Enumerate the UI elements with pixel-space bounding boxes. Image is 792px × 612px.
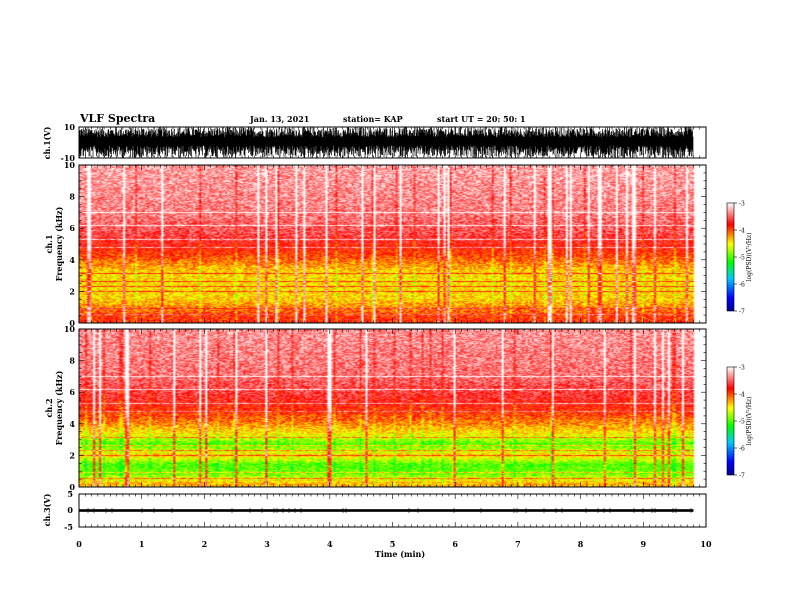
figure-station: station= KAP bbox=[343, 114, 403, 124]
panel-ch3-waveform: 5 0 -5 ch.3(V) 0 1 2 3 4 5 6 7 8 9 10 Time (min) bbox=[42, 489, 712, 559]
ch3-waveform-ticks bbox=[78, 493, 707, 528]
colorbar-ch1-gradient bbox=[726, 202, 735, 312]
time-axis-tick-label: 0 bbox=[76, 539, 82, 549]
time-axis-tick-label: 7 bbox=[515, 539, 521, 549]
ch3-waveform-ytick-top: 5 bbox=[67, 489, 73, 499]
time-axis-tick-label: 6 bbox=[452, 539, 458, 549]
ch2-spectrogram-ytick-labels: 0 2 4 6 8 10 bbox=[64, 324, 76, 492]
ch2-spectrogram-ytick-label: 10 bbox=[64, 324, 76, 334]
ch1-spectrogram-image bbox=[79, 165, 706, 323]
ch1-spectrogram-ytick-label: 8 bbox=[69, 192, 75, 202]
ch1-spectrogram-ticks bbox=[78, 164, 707, 324]
ch2-spectrogram-ytick-label: 2 bbox=[69, 450, 75, 460]
ch1-waveform-ticks bbox=[78, 127, 707, 158]
colorbar-ch1-tick-label: -3 bbox=[739, 201, 745, 208]
ch1-waveform-ytick-top: 10 bbox=[64, 122, 76, 132]
ch3-waveform-trace bbox=[79, 508, 694, 513]
ch1-spectrogram-ylabel-frequency: Frequency (kHz) bbox=[54, 206, 64, 281]
ch3-waveform-ytick-middle: 0 bbox=[67, 505, 73, 515]
colorbar-ch1-tick-label: -6 bbox=[739, 282, 745, 289]
time-axis-tick-label: 10 bbox=[700, 539, 712, 549]
ch1-spectrogram-ylabel-channel: ch.1 bbox=[44, 234, 54, 253]
time-axis-tick-label: 3 bbox=[264, 539, 270, 549]
ch2-spectrogram-ytick-label: 8 bbox=[69, 356, 75, 366]
ch1-spectrogram-ytick-label: 6 bbox=[69, 223, 75, 233]
ch3-waveform-ytick-bottom: -5 bbox=[64, 522, 73, 532]
time-axis-tick-label: 4 bbox=[327, 539, 333, 549]
colorbar-ch1: -3 -4 -5 -6 -7 log(PSD)(V²/Hz) bbox=[726, 201, 753, 316]
colorbar-ch2-label: log(PSD)(V²/Hz) bbox=[746, 397, 753, 446]
colorbar-ch2-tick-label: -4 bbox=[739, 392, 745, 399]
ch1-waveform-line bbox=[78, 127, 694, 158]
colorbar-ch2-tick-label: -5 bbox=[739, 419, 745, 426]
colorbar-ch2-ticks: -3 -4 -5 -6 -7 bbox=[734, 365, 745, 480]
colorbar-ch2-tick-label: -7 bbox=[739, 473, 745, 480]
ch3-waveform-spikes bbox=[87, 508, 692, 513]
ch2-spectrogram-image bbox=[79, 329, 706, 487]
ch2-spectrogram-ytick-label: 6 bbox=[69, 387, 75, 397]
ch3-waveform-band bbox=[79, 509, 694, 512]
time-axis-tick-label: 5 bbox=[390, 539, 396, 549]
colorbar-ch1-tick-label: -4 bbox=[739, 228, 745, 235]
ch1-spectrogram-ytick-labels: 0 2 4 6 8 10 bbox=[64, 160, 76, 328]
panel-ch1-spectrogram: 0 2 4 6 8 10 ch.1 Frequency (kHz) bbox=[44, 160, 707, 328]
ch1-waveform-trace bbox=[78, 127, 694, 158]
colorbar-ch2: -3 -4 -5 -6 -7 log(PSD)(V²/Hz) bbox=[726, 365, 753, 480]
figure-start-time: start UT = 20: 50: 1 bbox=[437, 114, 526, 124]
ch1-waveform-ylabel: ch.1(V) bbox=[42, 126, 52, 159]
time-axis-tick-label: 8 bbox=[578, 539, 584, 549]
colorbar-ch1-label: log(PSD)(V²/Hz) bbox=[746, 233, 753, 282]
colorbar-ch1-tick-label: -5 bbox=[739, 255, 745, 262]
ch1-waveform-ytick-bottom: -10 bbox=[61, 153, 76, 163]
colorbar-ch2-tick-label: -3 bbox=[739, 365, 745, 372]
colorbar-ch2-gradient bbox=[726, 366, 735, 476]
ch1-spectrogram-ytick-label: 2 bbox=[69, 286, 75, 296]
ch1-spectrogram-ytick-label: 10 bbox=[64, 160, 76, 170]
time-axis-tick-labels: 0 1 2 3 4 5 6 7 8 9 10 bbox=[76, 539, 712, 549]
ch2-spectrogram-ylabel-channel: ch.2 bbox=[44, 398, 54, 417]
colorbar-ch1-ticks: -3 -4 -5 -6 -7 bbox=[734, 201, 745, 316]
ch2-spectrogram-ylabel-frequency: Frequency (kHz) bbox=[54, 370, 64, 445]
ch3-waveform-ylabel: ch.3(V) bbox=[42, 493, 52, 526]
figure-date: Jan. 13, 2021 bbox=[249, 114, 309, 124]
colorbar-ch1-tick-label: -7 bbox=[739, 309, 745, 316]
panel-ch1-waveform: 10 -10 ch.1(V) bbox=[42, 122, 707, 163]
time-axis-tick-label: 1 bbox=[139, 539, 145, 549]
time-axis-tick-label: 2 bbox=[202, 539, 208, 549]
colorbar-ch2-tick-label: -6 bbox=[739, 446, 745, 453]
time-axis-label: Time (min) bbox=[375, 549, 425, 559]
panel-ch2-spectrogram: 0 2 4 6 8 10 ch.2 Frequency (kHz) bbox=[44, 324, 707, 492]
ch2-spectrogram-ytick-label: 0 bbox=[69, 482, 75, 492]
ch2-spectrogram-ticks bbox=[78, 328, 707, 488]
ch1-spectrogram-ytick-label: 4 bbox=[69, 255, 75, 265]
ch2-spectrogram-ytick-label: 4 bbox=[69, 419, 75, 429]
ch1-spectrogram-ytick-label: 0 bbox=[69, 318, 75, 328]
time-axis-tick-label: 9 bbox=[641, 539, 647, 549]
figure-title: VLF Spectra bbox=[79, 112, 155, 125]
